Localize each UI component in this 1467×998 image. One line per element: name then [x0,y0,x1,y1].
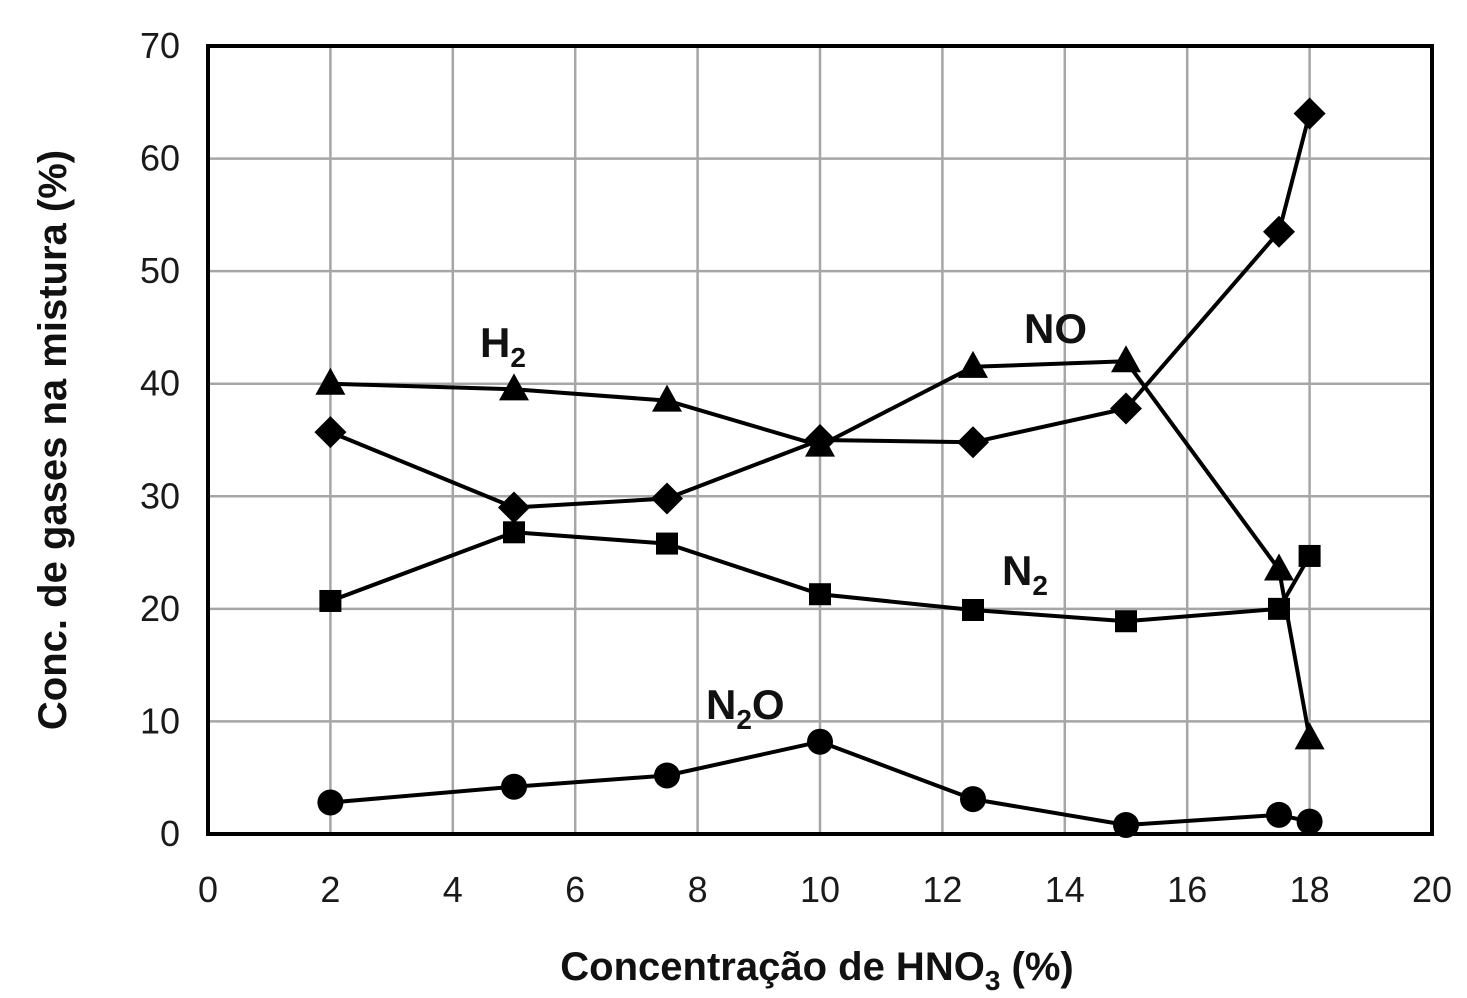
y-tick-label: 20 [140,588,180,629]
x-tick-label: 20 [1412,869,1452,910]
data-point-n2 [656,532,678,555]
data-point-n2o [1113,811,1139,838]
y-tick-label: 60 [140,138,180,179]
data-point-n2o [501,773,527,800]
data-point-n2 [1115,610,1137,633]
series-n2o [317,728,1323,838]
data-point-n2o [960,786,986,813]
series-label-h2: H2 [480,319,526,373]
series-layer [314,97,1326,838]
x-tick-label: 14 [1045,869,1085,910]
data-point-h2 [958,350,988,378]
data-point-no [314,416,347,449]
series-h2 [315,345,1325,750]
data-point-n2o [654,762,680,789]
data-point-no [1110,392,1142,425]
series-line-h2 [330,359,1312,739]
plot-frame [206,44,1434,836]
x-tick-labels: 0 2 4 6 8 10 12 14 16 18 20 [198,869,1452,910]
series-label-no: NO [1024,305,1087,352]
x-tick-label: 18 [1290,869,1330,910]
data-point-no [957,426,989,459]
data-point-h2 [1111,345,1141,373]
series-no [314,97,1326,524]
data-point-n2 [1268,597,1290,620]
data-point-no [804,424,836,456]
x-tick-label: 10 [800,869,840,910]
y-tick-label: 10 [140,700,180,741]
data-point-h2 [1294,722,1325,750]
data-point-n2 [503,521,525,544]
y-tick-label: 0 [160,813,180,854]
y-tick-label: 30 [140,475,180,516]
y-tick-labels: 0 10 20 30 40 50 60 70 [140,25,180,854]
x-tick-label: 0 [198,869,218,910]
y-tick-label: 40 [140,363,180,404]
data-point-no [1293,97,1326,130]
data-point-n2 [962,598,984,621]
x-tick-label: 8 [688,869,708,910]
data-point-n2 [1298,544,1321,567]
data-point-n2o [807,728,833,755]
y-tick-label: 70 [140,25,180,66]
x-tick-label: 2 [320,869,340,910]
data-point-n2o [1266,801,1292,828]
x-axis-title: Concentração de HNO3 (%) [560,945,1073,996]
series-label-n2o: N2O [706,681,785,735]
series-line-n2o [330,739,1311,827]
series-n2 [319,521,1321,633]
data-point-no [498,491,530,524]
x-tick-label: 4 [443,869,463,910]
x-tick-label: 12 [922,869,962,910]
x-tick-label: 6 [565,869,585,910]
data-point-n2o [317,789,344,816]
data-point-n2o [1296,808,1323,835]
series-line-n2 [329,530,1312,624]
data-point-no [651,482,683,515]
series-label-n2: N2 [1002,547,1048,601]
y-axis-title: Conc. de gases na mistura (%) [31,150,75,730]
data-point-h2 [315,367,346,395]
y-tick-label: 50 [140,250,180,291]
data-point-h2 [652,384,682,412]
data-point-n2 [319,589,342,612]
x-tick-label: 16 [1167,869,1207,910]
data-point-n2 [809,583,831,606]
series-line-no [329,112,1312,510]
data-point-h2 [499,373,529,401]
data-point-no [1263,215,1295,248]
data-point-h2 [1264,553,1294,581]
